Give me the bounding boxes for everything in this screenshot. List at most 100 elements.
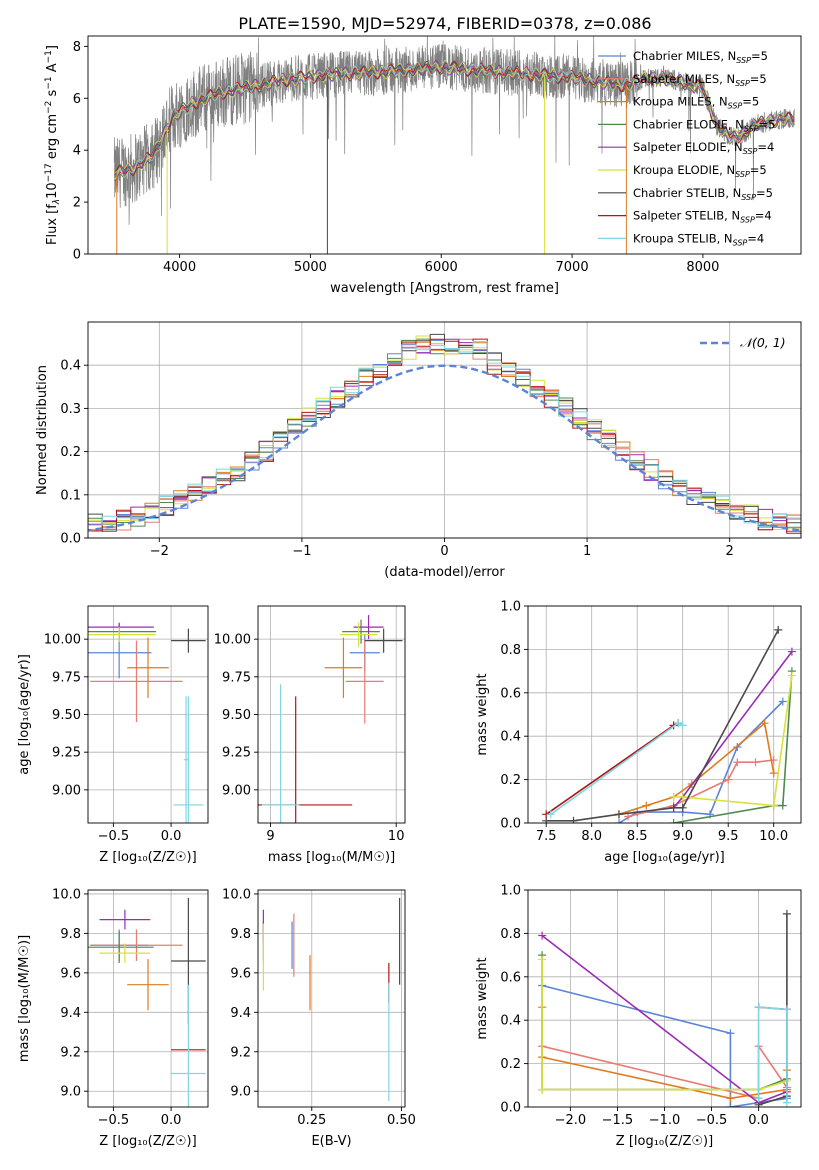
series-marker	[615, 810, 623, 819]
x-tick-label: 0	[440, 544, 448, 559]
y-axis-label-part: ]	[45, 45, 60, 50]
x-tick-label: 9	[266, 829, 274, 844]
y-tick-label: 0	[73, 248, 81, 263]
series-marker	[546, 810, 555, 819]
legend-label-sub: SSP	[744, 124, 759, 133]
x-tick-label: 9.0	[672, 829, 693, 844]
legend-label-text: Salpeter MILES, N	[633, 72, 735, 86]
x-tick-label: 7000	[556, 260, 589, 275]
series-line-salpeter_miles	[627, 759, 774, 818]
series-line-chabrier_elodie	[673, 671, 793, 823]
legend-label-sub: SSP	[735, 79, 750, 88]
x-tick-label: 4000	[163, 260, 196, 275]
legend-label: Kroupa STELIB, NSSP=4	[633, 231, 764, 247]
y-tick-label: 0.2	[500, 1057, 521, 1072]
legend-label-text: Chabrier ELODIE, N	[633, 117, 744, 131]
series-marker	[724, 775, 733, 784]
x-tick-label: 0.25	[297, 1113, 326, 1128]
axes-frame	[87, 35, 802, 255]
series-marker	[778, 697, 787, 706]
x-tick-label: 1	[583, 544, 591, 559]
y-tick-label: 0.0	[500, 817, 521, 832]
spectrum-plot	[113, 36, 795, 254]
legend-label-value: =5	[756, 186, 773, 200]
series-marker	[769, 801, 778, 810]
series-marker	[787, 647, 796, 656]
y-tick-label: 0.2	[60, 445, 81, 460]
y-tick-label: 0.4	[60, 359, 81, 374]
series-marker	[669, 803, 678, 812]
y-axis-label-part: −2	[44, 101, 54, 114]
x-tick-label: 0.0	[748, 1113, 769, 1128]
spectrum-data-line	[113, 36, 795, 225]
legend-label-value: =4	[755, 209, 772, 223]
legend-label-text: Salpeter ELODIE, N	[633, 140, 743, 154]
x-axis-label: wavelength [Angstrom, rest frame]	[330, 281, 559, 296]
legend-label-sub: SSP	[736, 56, 751, 65]
series-marker	[678, 721, 687, 730]
series-line-kroupa_miles	[618, 721, 775, 816]
y-tick-label: 1.0	[500, 600, 521, 615]
series-marker	[726, 1103, 735, 1107]
y-tick-label: 9.4	[230, 1006, 251, 1021]
x-axis-label: Z [log₁₀(Z/Z☉)]	[99, 850, 196, 865]
y-tick-label: 9.6	[60, 966, 81, 981]
legend-label-value: =5	[750, 163, 767, 177]
y-axis-label: age [log₁₀(age/yr)]	[17, 654, 32, 775]
y-axis-label: Flux [fλ10−17 erg cm−2 s−1 A−1]	[44, 45, 62, 245]
y-tick-label: 4	[73, 144, 81, 159]
y-axis-label-part: −1	[44, 50, 54, 63]
y-tick-label: 9.75	[52, 670, 81, 685]
x-tick-label: 9.5	[718, 829, 739, 844]
y-axis-label: Normed distribution	[35, 365, 50, 495]
y-tick-label: 9.00	[52, 783, 81, 798]
y-tick-label: 9.00	[222, 783, 251, 798]
y-tick-label: 1.0	[500, 884, 521, 899]
series-marker	[669, 819, 678, 823]
series-marker	[569, 816, 578, 823]
y-tick-label: 9.25	[52, 746, 81, 761]
legend-label: Chabrier STELIB, NSSP=5	[633, 186, 773, 202]
x-tick-label: 5000	[294, 260, 327, 275]
y-tick-label: 0.1	[60, 488, 81, 503]
series-line-kroupa_stelib	[757, 1006, 788, 1103]
x-tick-label: 10	[388, 829, 405, 844]
axes-frame	[257, 889, 406, 1108]
legend-label-sub: SSP	[735, 170, 750, 179]
normal-curve	[88, 364, 801, 532]
y-tick-label: 9.6	[230, 966, 251, 981]
series-marker	[787, 671, 796, 680]
legend-label-text: Kroupa ELODIE, N	[633, 163, 735, 177]
series-marker	[778, 801, 787, 810]
x-tick-label: −0.5	[98, 829, 130, 844]
legend-label-text: Kroupa MILES, N	[633, 95, 728, 109]
x-tick-label: 0.0	[161, 1113, 182, 1128]
series-marker	[760, 719, 769, 728]
series-marker	[674, 719, 683, 728]
errorbar-plot	[88, 897, 206, 1107]
series-line-chabrier_stelib	[546, 629, 780, 822]
y-axis-label-part: Flux [f	[45, 204, 60, 245]
x-tick-label: −1.5	[602, 1113, 634, 1128]
y-axis-label-part: A	[45, 63, 60, 76]
y-axis-label: mass [log₁₀(M/M☉)]	[17, 935, 32, 1062]
y-tick-label: 0.6	[500, 970, 521, 985]
legend-label-value: =4	[757, 140, 774, 154]
legend-label: Salpeter MILES, NSSP=5	[633, 72, 767, 88]
y-axis-label-part: erg cm	[45, 114, 60, 163]
series-marker	[782, 909, 791, 918]
y-tick-label: 0.6	[500, 686, 521, 701]
x-tick-label: 8000	[686, 260, 719, 275]
y-tick-label: 8	[73, 40, 81, 55]
legend-label-value: =5	[759, 117, 776, 131]
x-tick-label: −2.0	[555, 1113, 587, 1128]
legend-label-text: Kroupa STELIB, N	[633, 231, 733, 245]
x-tick-label: 2	[726, 544, 734, 559]
massweight-plot	[538, 909, 791, 1107]
x-axis-label: (data-model)/error	[384, 565, 505, 580]
spectrum-model-kroupa_stelib	[113, 59, 795, 178]
legend-label-sub: SSP	[733, 238, 748, 247]
histogram-step-kroupa_stelib	[88, 341, 801, 527]
y-axis-label-part: 10	[45, 182, 60, 199]
x-axis-label: Z [log₁₀(Z/Z☉)]	[616, 1134, 713, 1149]
